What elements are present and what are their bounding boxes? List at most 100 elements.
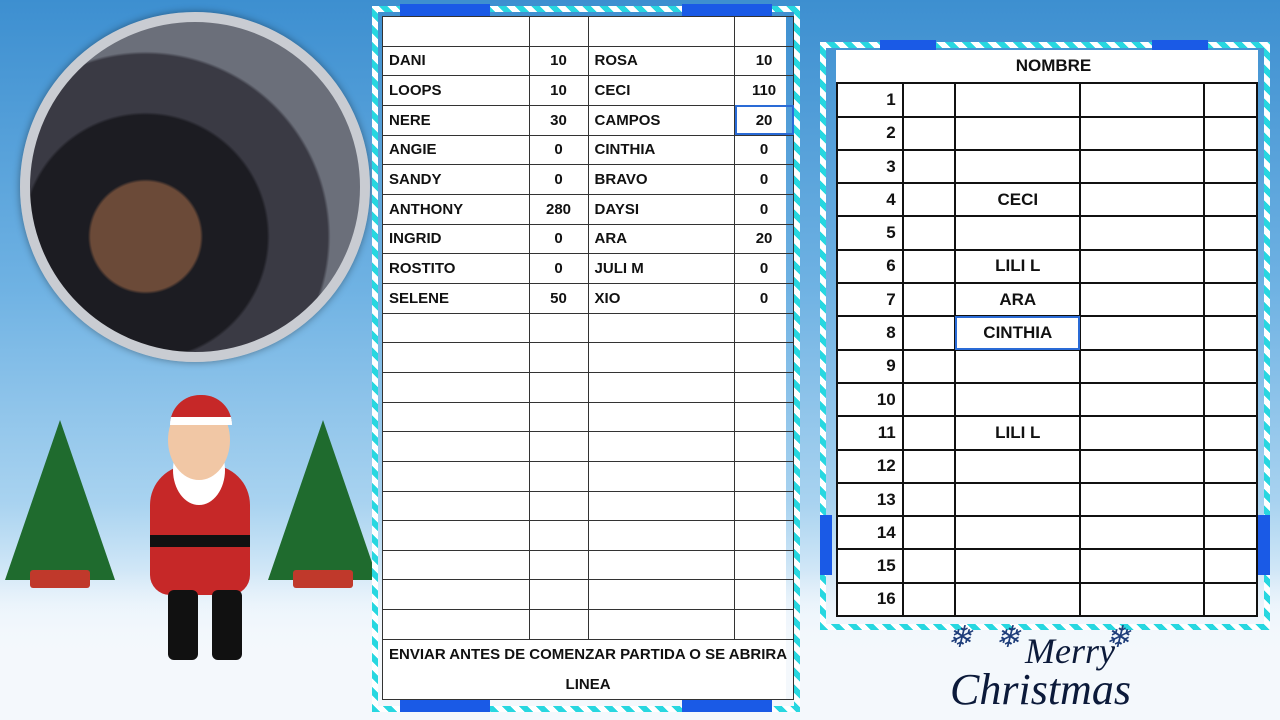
score-cell[interactable] [734, 401, 795, 433]
name-cell[interactable]: ARA [954, 282, 1082, 318]
score-cell[interactable] [734, 460, 795, 492]
score-cell[interactable]: 10 [734, 45, 795, 77]
name-cell[interactable] [954, 515, 1082, 551]
player-name-cell[interactable] [587, 401, 736, 433]
player-name-cell[interactable]: DANI [382, 45, 530, 77]
score-cell[interactable] [528, 401, 589, 433]
name-cell[interactable]: CINTHIA [954, 315, 1082, 351]
player-name-cell[interactable]: LOOPS [382, 75, 530, 106]
cell[interactable] [1203, 415, 1258, 451]
cell[interactable] [1203, 115, 1258, 151]
player-name-cell[interactable]: SELENE [382, 282, 530, 314]
player-name-cell[interactable] [382, 490, 530, 522]
score-cell[interactable] [734, 312, 795, 344]
score-cell[interactable] [528, 431, 589, 462]
cell[interactable] [1079, 282, 1206, 318]
score-cell[interactable]: 20 [734, 104, 795, 136]
player-name-cell[interactable] [587, 342, 736, 373]
cell[interactable] [901, 315, 957, 351]
name-cell[interactable] [954, 215, 1082, 251]
cell[interactable] [1079, 581, 1206, 618]
score-cell[interactable]: 0 [528, 134, 589, 166]
score-cell[interactable] [734, 520, 795, 551]
score-cell[interactable] [528, 371, 589, 403]
score-cell[interactable] [734, 342, 795, 373]
cell[interactable] [1079, 315, 1206, 351]
cell[interactable] [1079, 215, 1206, 251]
cell[interactable] [1203, 481, 1258, 518]
cell[interactable] [901, 115, 957, 151]
cell[interactable] [1079, 415, 1206, 451]
cell[interactable] [901, 515, 957, 551]
score-cell[interactable]: 0 [528, 253, 589, 284]
score-cell[interactable]: 50 [528, 282, 589, 314]
score-cell[interactable]: 110 [734, 75, 795, 106]
cell[interactable] [901, 215, 957, 251]
name-cell[interactable] [954, 381, 1082, 418]
cell[interactable] [901, 481, 957, 518]
player-name-cell[interactable]: CAMPOS [587, 104, 736, 136]
cell[interactable] [1203, 282, 1258, 318]
cell[interactable] [901, 448, 957, 484]
cell[interactable] [1203, 581, 1258, 618]
name-cell[interactable] [954, 448, 1082, 484]
player-name-cell[interactable] [587, 460, 736, 492]
score-cell[interactable] [734, 579, 795, 611]
score-cell[interactable] [734, 431, 795, 462]
score-cell[interactable] [528, 549, 589, 581]
score-cell[interactable]: 0 [734, 193, 795, 225]
name-cell[interactable]: CECI [954, 182, 1082, 218]
score-cell[interactable]: 0 [528, 164, 589, 195]
player-name-cell[interactable] [382, 312, 530, 344]
player-name-cell[interactable] [587, 312, 736, 344]
name-cell[interactable] [954, 115, 1082, 151]
player-name-cell[interactable] [382, 401, 530, 433]
cell[interactable] [1203, 82, 1258, 118]
cell[interactable] [1079, 515, 1206, 551]
player-name-cell[interactable]: XIO [587, 282, 736, 314]
score-cell[interactable]: 0 [734, 164, 795, 195]
cell[interactable] [1079, 481, 1206, 518]
cell[interactable] [1079, 115, 1206, 151]
player-name-cell[interactable] [382, 520, 530, 551]
player-name-cell[interactable]: ROSA [587, 45, 736, 77]
score-cell[interactable] [734, 371, 795, 403]
player-name-cell[interactable] [587, 431, 736, 462]
cell[interactable] [1203, 148, 1258, 185]
player-name-cell[interactable] [382, 460, 530, 492]
player-name-cell[interactable] [382, 549, 530, 581]
score-cell[interactable] [734, 490, 795, 522]
player-name-cell[interactable] [382, 371, 530, 403]
cell[interactable] [1203, 448, 1258, 484]
player-name-cell[interactable] [587, 520, 736, 551]
name-cell[interactable] [954, 481, 1082, 518]
player-name-cell[interactable] [382, 431, 530, 462]
cell[interactable] [901, 182, 957, 218]
player-name-cell[interactable]: ANGIE [382, 134, 530, 166]
cell[interactable] [1203, 182, 1258, 218]
player-name-cell[interactable]: BRAVO [587, 164, 736, 195]
score-cell[interactable]: 280 [528, 193, 589, 225]
cell[interactable] [901, 248, 957, 285]
score-cell[interactable] [734, 549, 795, 581]
score-cell[interactable] [734, 609, 795, 640]
cell[interactable] [1203, 381, 1258, 418]
player-name-cell[interactable]: INGRID [382, 223, 530, 255]
score-cell[interactable] [528, 312, 589, 344]
player-name-cell[interactable] [587, 579, 736, 611]
cell[interactable] [1203, 348, 1258, 384]
player-name-cell[interactable] [587, 609, 736, 640]
name-cell[interactable] [954, 148, 1082, 185]
score-cell[interactable] [528, 490, 589, 522]
cell[interactable] [1203, 215, 1258, 251]
player-name-cell[interactable] [382, 579, 530, 611]
score-cell[interactable] [528, 609, 589, 640]
player-name-cell[interactable] [587, 490, 736, 522]
name-cell[interactable]: LILI L [954, 415, 1082, 451]
cell[interactable] [901, 381, 957, 418]
player-name-cell[interactable] [587, 549, 736, 581]
cell[interactable] [1079, 348, 1206, 384]
score-cell[interactable] [528, 579, 589, 611]
cell[interactable] [901, 148, 957, 185]
player-name-cell[interactable] [382, 342, 530, 373]
